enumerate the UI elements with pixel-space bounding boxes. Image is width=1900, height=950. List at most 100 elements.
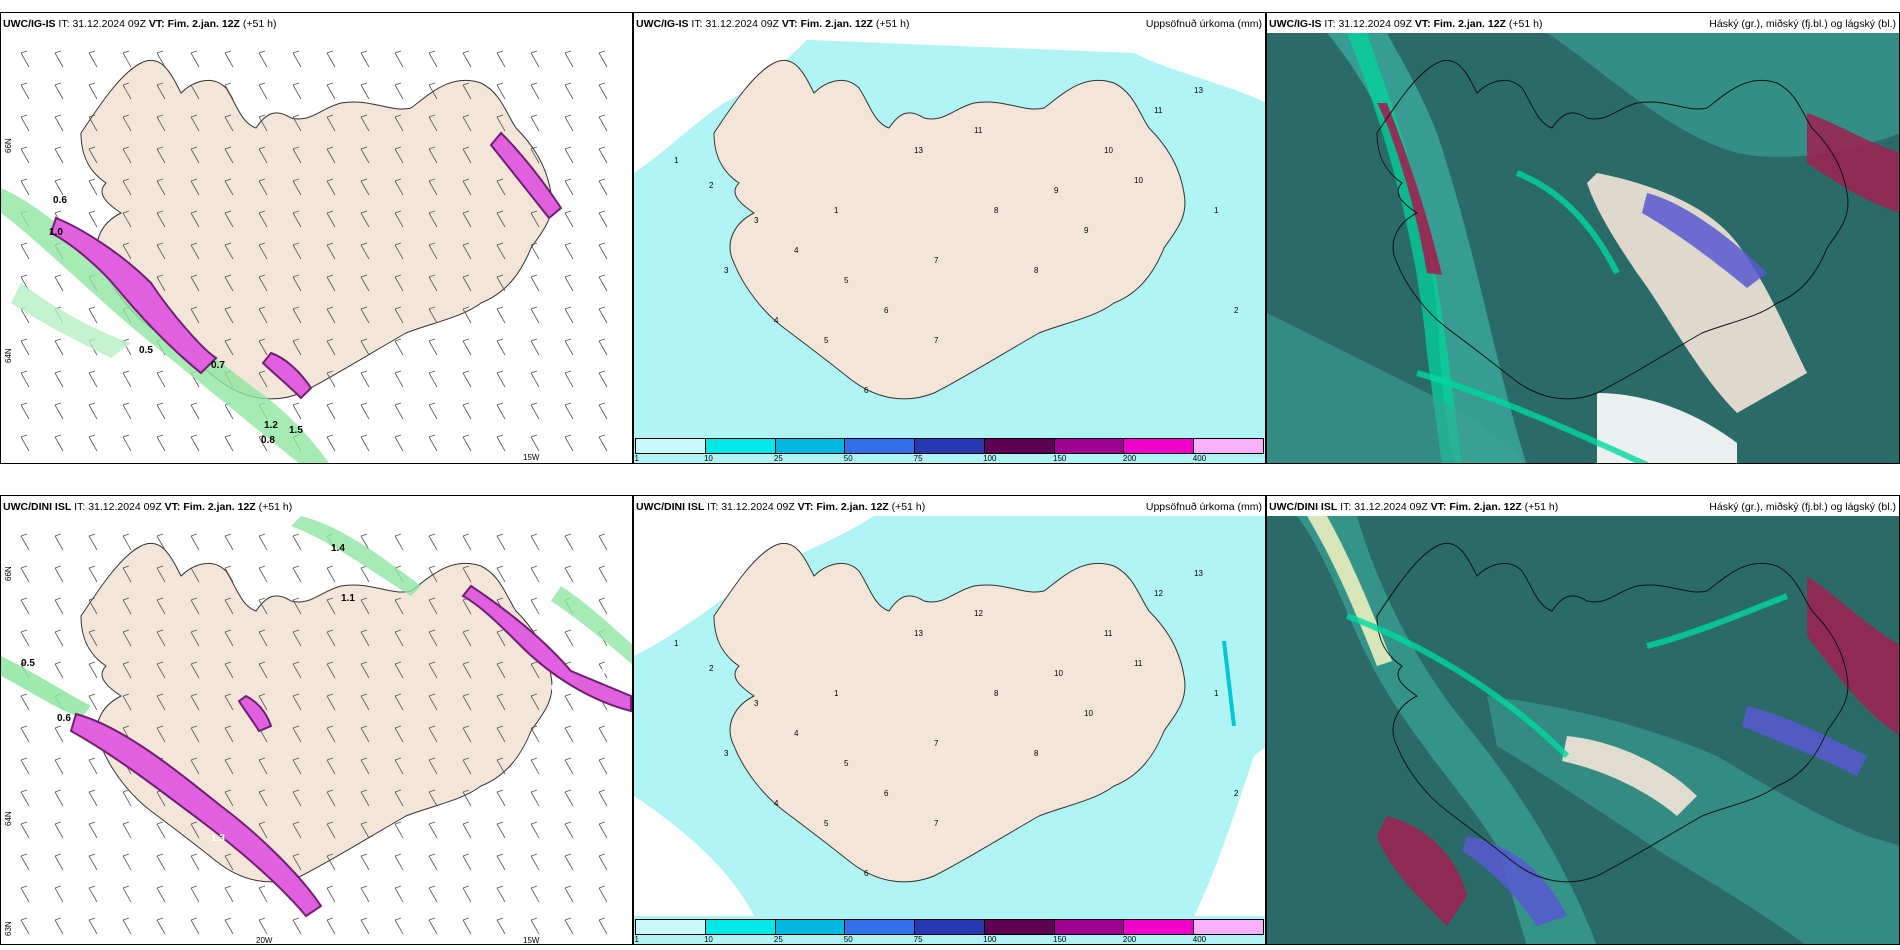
wind-barb	[496, 789, 506, 807]
wind-barb	[326, 50, 336, 68]
wind-barb	[564, 789, 574, 807]
colorbar-labels: 1 10 25 50 75 100 150 200 400	[635, 935, 1264, 944]
wind-barb	[54, 821, 64, 839]
wind-barb	[530, 597, 540, 615]
wind-barb	[360, 725, 370, 743]
wind-barb	[428, 757, 438, 775]
wind-barb	[462, 757, 472, 775]
wind-barb	[598, 725, 608, 743]
precip-value-label: 5	[844, 276, 849, 285]
wind-barb	[88, 661, 98, 679]
precip-value-label: 13	[1194, 86, 1203, 95]
wind-barb	[224, 757, 234, 775]
lat-label: 64N	[4, 811, 13, 826]
wind-barb	[156, 434, 166, 452]
wind-barb	[122, 789, 132, 807]
wind-barb	[530, 565, 540, 583]
wind-barb	[394, 338, 404, 356]
wind-barb	[258, 533, 268, 551]
precip-value-label: 1	[674, 639, 679, 648]
wind-barb	[88, 853, 98, 871]
wind-barb	[190, 693, 200, 711]
wind-barb	[326, 565, 336, 583]
wind-barb	[496, 210, 506, 228]
precip-value-label: 11	[1154, 106, 1163, 115]
wind-barb	[598, 821, 608, 839]
wind-barb	[156, 885, 166, 903]
wind-barb	[564, 693, 574, 711]
wind-barb	[122, 434, 132, 452]
wind-barb	[462, 725, 472, 743]
wind-barb	[190, 725, 200, 743]
wind-barb	[496, 661, 506, 679]
wind-barb	[258, 178, 268, 196]
wind-barb	[156, 82, 166, 100]
lat-label: 66N	[4, 566, 13, 581]
wind-barb	[360, 178, 370, 196]
wind-barb	[190, 402, 200, 420]
colorbar-swatch	[1124, 439, 1195, 453]
wind-barb	[530, 242, 540, 260]
wind-barb	[224, 146, 234, 164]
wind-barb	[20, 402, 30, 420]
precip-value-label: 1	[834, 689, 839, 698]
wind-barb	[462, 885, 472, 903]
colorbar-tick-label: 150	[1052, 454, 1067, 463]
wind-barb	[394, 629, 404, 647]
precip-numbers: 1 2 3 4 5 6 7 8 9 10 11 13 1 2 3 4 5 6 7 8 9 10 11 13 1	[674, 86, 1239, 395]
wind-barb	[496, 370, 506, 388]
wind-barb	[292, 82, 302, 100]
wind-barb	[156, 50, 166, 68]
wind-barb	[564, 178, 574, 196]
wind-barb	[224, 597, 234, 615]
wind-barb	[292, 533, 302, 551]
wind-barb	[224, 725, 234, 743]
wind-barb	[496, 885, 506, 903]
wind-barb	[394, 50, 404, 68]
wind-barb	[156, 178, 166, 196]
wind-barb	[122, 661, 132, 679]
wind-barb	[428, 821, 438, 839]
wind-barb	[428, 338, 438, 356]
wind-barb	[292, 306, 302, 324]
wind-barb	[292, 146, 302, 164]
colorbar-tick-label: 200	[1122, 935, 1137, 944]
wind-barb	[258, 210, 268, 228]
wind-barb	[326, 629, 336, 647]
wind-barb	[224, 565, 234, 583]
wind-barb	[598, 306, 608, 324]
wind-barb	[326, 789, 336, 807]
wind-barb	[496, 565, 506, 583]
panel-title: UWC/DINI ISL IT: 31.12.2024 09Z VT: Fim.…	[1269, 501, 1559, 513]
wind-barb	[224, 693, 234, 711]
wind-barb	[122, 82, 132, 100]
wind-barb	[224, 50, 234, 68]
wind-barb	[258, 274, 268, 292]
wind-barb	[326, 338, 336, 356]
wind-barb	[530, 917, 540, 935]
panel-subtitle: Uppsöfnuð úrkoma (mm)	[1145, 501, 1262, 513]
wind-barb	[564, 338, 574, 356]
wind-barb	[20, 50, 30, 68]
precip-value-label: 2	[709, 181, 714, 190]
precip-value-label: 4	[794, 729, 799, 738]
precip-value-label: 11	[1134, 659, 1143, 668]
panel-title: UWC/DINI ISL IT: 31.12.2024 09Z VT: Fim.…	[3, 501, 293, 513]
colorbar-swatch	[705, 439, 776, 453]
colorbar-tick-label: 150	[1052, 935, 1067, 944]
wind-barb	[292, 757, 302, 775]
wind-barb	[54, 661, 64, 679]
wind-barb	[54, 114, 64, 132]
wind-barb	[564, 50, 574, 68]
wind-barb	[190, 306, 200, 324]
colorbar-swatch	[1054, 920, 1125, 934]
wind-barb	[428, 178, 438, 196]
wind-barb	[190, 885, 200, 903]
wind-barb	[54, 725, 64, 743]
wind-barb	[564, 146, 574, 164]
wind-label: 0.9	[591, 668, 605, 679]
wind-barb	[156, 629, 166, 647]
colorbar-swatch	[845, 920, 916, 934]
precip-band-green	[1, 516, 632, 718]
wind-barb	[122, 629, 132, 647]
